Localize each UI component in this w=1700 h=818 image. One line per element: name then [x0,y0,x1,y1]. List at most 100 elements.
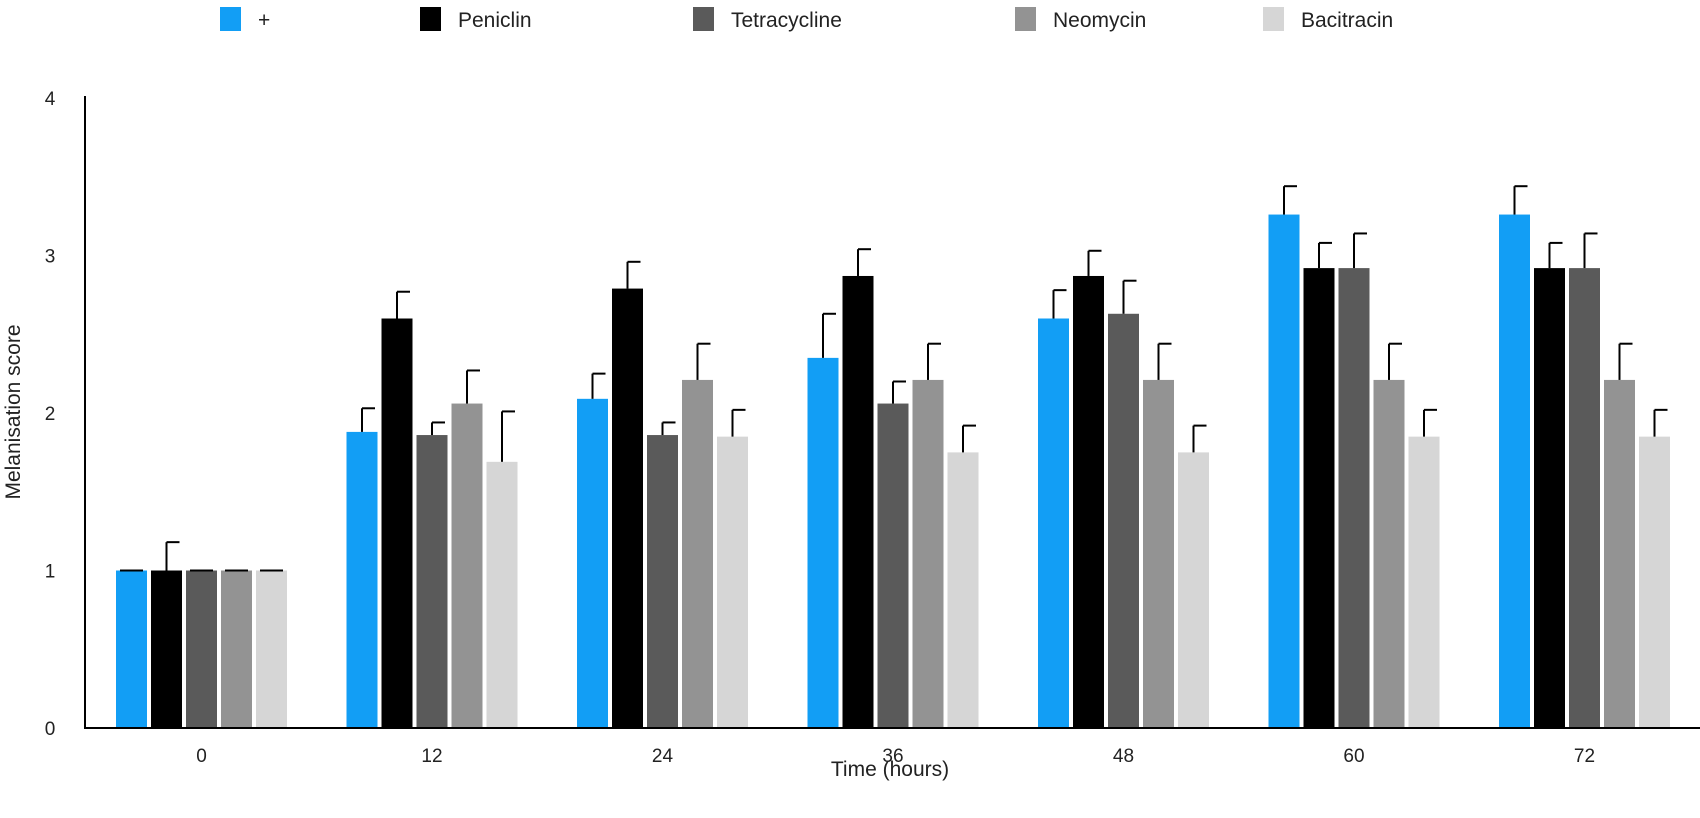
error-bar [962,424,976,453]
bar [647,435,678,728]
legend-swatch [693,7,714,31]
legend-item: Peniclin [420,7,532,32]
error-bar [1192,424,1207,453]
bar [256,570,287,728]
error-bar [1318,241,1332,269]
bar [1639,436,1670,728]
bar [1569,268,1600,728]
error-bar [431,421,445,436]
error-bar [1513,185,1528,215]
bar [842,275,874,728]
bar-groups [116,214,1670,729]
legend-item: Neomycin [1015,7,1146,32]
x-tick-label: 24 [652,746,674,767]
y-tick-label: 4 [45,89,56,110]
bar [151,570,182,728]
bar [486,461,518,728]
bar-group [346,318,518,728]
legend-label: + [258,9,270,32]
bar-group [1499,214,1670,729]
error-bar [466,369,480,404]
bar [116,570,147,728]
bar [1268,214,1300,729]
legend-label: Neomycin [1053,9,1146,32]
bar [1143,379,1174,728]
error-bar [1653,408,1668,437]
bar [1038,318,1069,728]
error-bar [1157,342,1172,380]
error-bar [661,421,676,436]
legend-swatch [1263,7,1284,31]
error-bar [1052,289,1067,319]
legend-item: + [220,7,270,32]
axes [84,96,1700,729]
legend-swatch [420,7,441,31]
bar [577,398,608,728]
bar [381,318,413,728]
bar [877,403,909,728]
bar [947,452,979,728]
error-bar [591,372,606,399]
bar [807,357,839,728]
bar-group [807,275,979,728]
error-bar [1388,342,1402,380]
x-tick-label: 0 [196,746,207,767]
error-bar [396,290,410,319]
error-bar [1283,185,1297,215]
legend-swatch [1015,7,1036,31]
y-tick-label: 1 [45,562,56,583]
bar [1408,436,1440,728]
legend-item: Tetracycline [693,7,842,32]
bar [1373,379,1405,728]
bar [1534,268,1565,728]
error-bar [857,248,871,276]
bar-group [116,570,287,728]
legend-label: Peniclin [458,9,532,32]
legend-label: Tetracycline [731,9,842,32]
y-tick-label: 2 [45,404,56,425]
x-tick-label: 48 [1113,746,1134,767]
x-tick-label: 60 [1343,746,1364,767]
x-tick-label: 12 [421,746,442,767]
bar [612,288,643,728]
error-bar [501,410,515,462]
y-tick-label: 0 [45,719,56,740]
y-tick-labels: 0 1 2 3 4 [45,89,56,740]
bar [1073,275,1104,728]
bar [1178,452,1209,728]
x-tick-labels: 0 12 24 36 48 60 72 [196,746,1595,767]
bar-group [577,288,748,728]
bar [1108,313,1139,728]
bar-group [1268,214,1440,729]
error-bar [892,380,906,404]
error-bar [1548,241,1563,269]
x-tick-label: 36 [882,746,903,767]
bar [1604,379,1635,728]
bar [912,379,944,728]
bar [1499,214,1530,729]
bar [221,570,252,728]
bar-group [1038,275,1209,728]
legend-label: Bacitracin [1301,9,1393,32]
bar [346,431,378,728]
y-axis-title: Melanisation score [2,324,25,499]
error-bars [120,185,1668,572]
y-tick-label: 3 [45,247,56,268]
error-bar [1122,279,1137,314]
error-bar [696,342,711,380]
x-tick-label: 72 [1574,746,1595,767]
error-bar [1353,232,1367,269]
bar [717,436,748,728]
error-bar [1423,408,1437,437]
bar [451,403,483,728]
error-bar [731,408,746,437]
legend-swatch [220,7,241,31]
error-bar [165,541,180,571]
error-bar [822,312,836,358]
x-axis-title: Time (hours) [831,758,949,781]
error-bar [361,407,375,432]
error-bar [626,260,641,289]
legend: + Peniclin Tetracycline Neomycin Bacitracin [220,7,1393,32]
error-bar [927,342,941,380]
error-bar [1087,249,1102,276]
